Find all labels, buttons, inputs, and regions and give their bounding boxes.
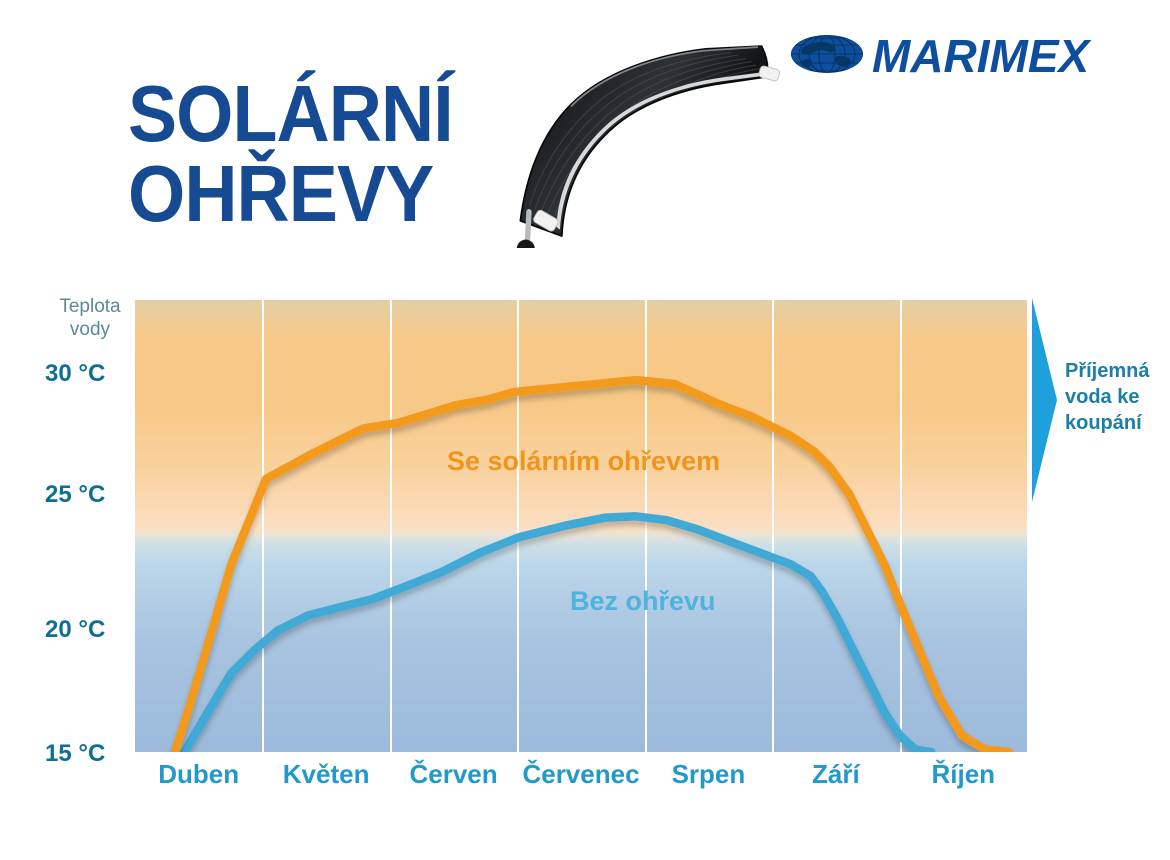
- svg-text:MARIMEX: MARIMEX: [872, 33, 1092, 82]
